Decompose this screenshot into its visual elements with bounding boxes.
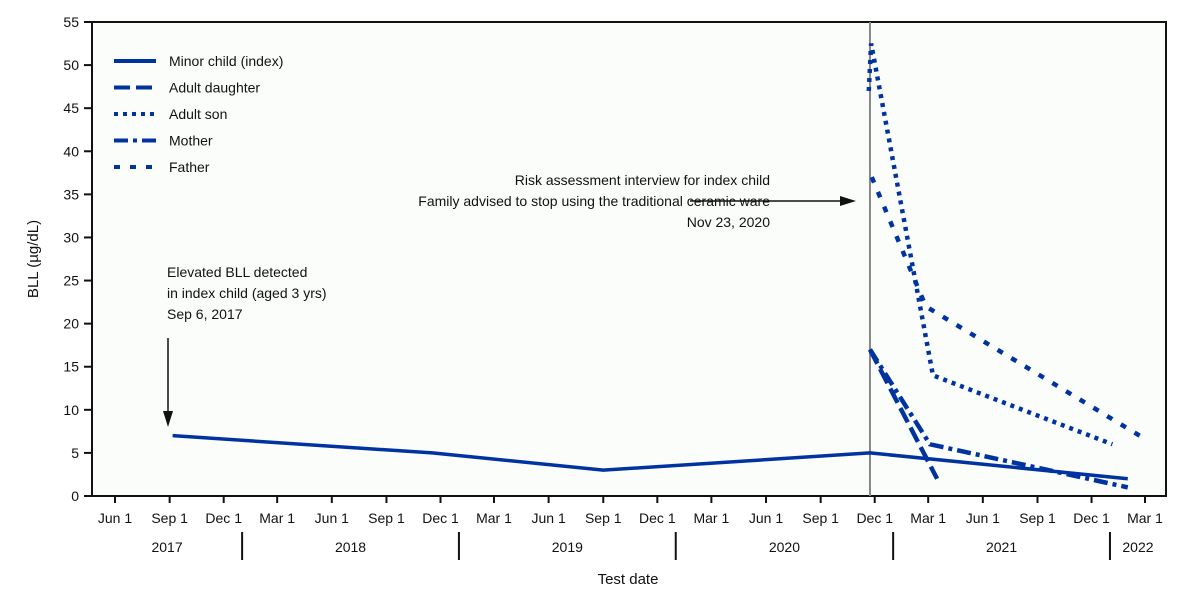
y-tick-label: 10 [63,402,79,418]
series-line-adult-daughter [867,348,940,480]
x-tick-label: Mar 1 [910,510,946,526]
x-axis-label: Test date [598,571,659,588]
y-tick-label: 30 [63,229,79,245]
y-tick-label: 5 [71,445,79,461]
series-line-mother [868,348,1129,490]
x-tick-label: Mar 1 [693,510,729,526]
annotation-elevated-line1: Elevated BLL detected [167,264,307,280]
year-label: 2018 [335,539,366,555]
x-tick-label: Dec 1 [1073,510,1110,526]
x-tick-label: Jun 1 [98,510,132,526]
y-tick-label: 20 [63,316,79,332]
y-axis-label: BLL (µg/dL) [25,220,42,298]
plot-frame [91,21,1167,497]
x-tick-label: Dec 1 [205,510,242,526]
x-tick-label: Mar 1 [259,510,295,526]
y-tick-label: 0 [71,488,79,504]
year-label: 2021 [986,539,1017,555]
annotation-risk-line1: Risk assessment interview for index chil… [515,172,770,188]
annotation-elevated: Elevated BLL detected in index child (ag… [167,264,327,322]
annotation-risk-line2: Family advised to stop using the traditi… [418,193,770,209]
legend-label: Father [169,159,210,175]
x-tick-label: Sep 1 [368,510,405,526]
annotation-risk-line3: Nov 23, 2020 [687,214,770,230]
year-label: 2020 [769,539,800,555]
x-tick-label: Sep 1 [1019,510,1056,526]
year-label: 2022 [1122,539,1153,555]
legend-label: Mother [169,133,213,149]
annotation-risk: Risk assessment interview for index chil… [418,172,770,230]
legend-label: Minor child (index) [169,53,283,69]
x-tick-label: Dec 1 [856,510,893,526]
y-tick-label: 25 [63,273,79,289]
y-tick-label: 50 [63,57,79,73]
annotation-elevated-line2: in index child (aged 3 yrs) [167,285,327,301]
x-tick-label: Jun 1 [315,510,349,526]
x-tick-label: Mar 1 [476,510,512,526]
x-tick-label: Jun 1 [749,510,783,526]
arrow-risk-head [840,196,856,206]
arrow-elevated-head [163,411,173,427]
y-tick-label: 35 [63,186,79,202]
y-tick-label: 15 [63,359,79,375]
legend-label: Adult son [169,106,227,122]
series-line-adult-son [866,43,1114,447]
x-tick-label: Sep 1 [585,510,622,526]
x-tick-label: Sep 1 [151,510,188,526]
series-line-minor-child-index- [172,433,1128,481]
year-label: 2017 [151,539,182,555]
x-tick-label: Jun 1 [531,510,565,526]
x-tick-label: Dec 1 [639,510,676,526]
y-tick-label: 40 [63,143,79,159]
legend-label: Adult daughter [169,80,260,96]
x-tick-label: Dec 1 [422,510,459,526]
x-tick-label: Jun 1 [966,510,1000,526]
x-tick-label: Mar 1 [1127,510,1163,526]
year-label: 2019 [552,539,583,555]
x-tick-label: Sep 1 [802,510,839,526]
y-tick-label: 55 [63,14,79,30]
y-tick-label: 45 [63,100,79,116]
annotation-elevated-line3: Sep 6, 2017 [167,306,243,322]
